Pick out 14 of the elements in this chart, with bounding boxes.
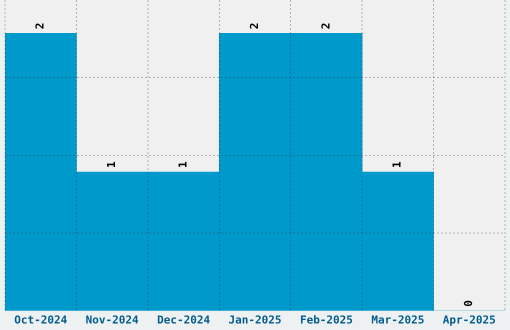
data-label: 2 bbox=[248, 22, 261, 30]
x-tick-label: Dec-2024 bbox=[157, 313, 210, 326]
data-label: 2 bbox=[34, 22, 47, 30]
data-label: 2 bbox=[319, 22, 332, 30]
x-tick-label: Mar-2025 bbox=[371, 313, 424, 326]
x-tick-label: Jan-2025 bbox=[228, 313, 282, 326]
x-tick-label: Apr-2025 bbox=[442, 313, 496, 326]
data-label: 1 bbox=[390, 161, 404, 168]
data-label: 1 bbox=[105, 161, 118, 168]
x-tick-label: Feb-2025 bbox=[300, 313, 353, 326]
data-label: 1 bbox=[176, 161, 190, 168]
x-tick-label: Oct-2024 bbox=[14, 313, 68, 326]
x-tick-label: Nov-2024 bbox=[86, 313, 140, 326]
data-label: 0 bbox=[462, 300, 476, 307]
